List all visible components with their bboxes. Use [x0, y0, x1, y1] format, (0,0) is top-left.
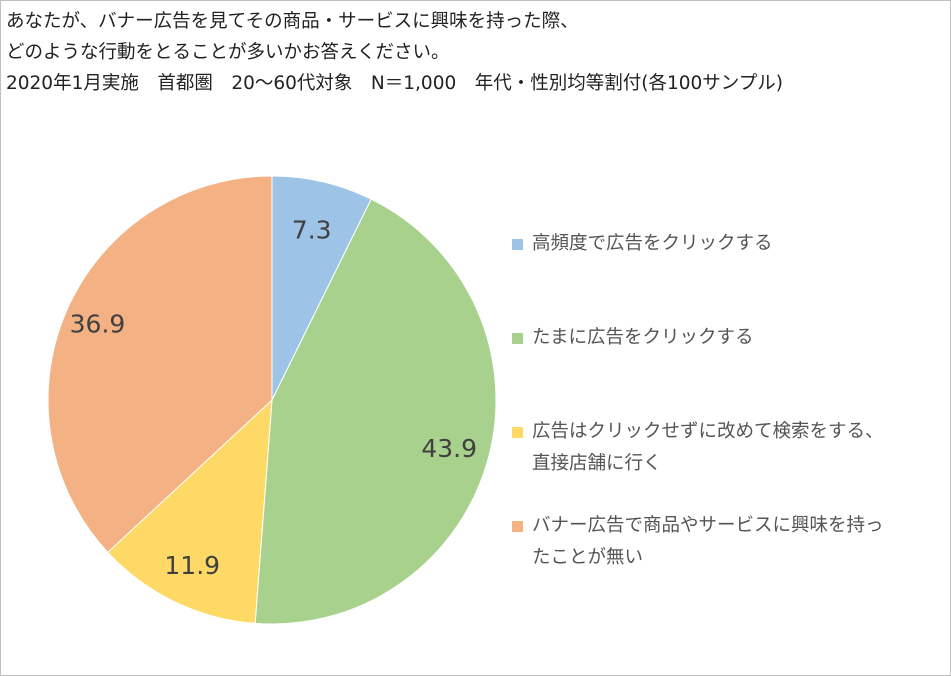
pie-data-labels: 7.3 43.9 11.9 36.9	[70, 215, 477, 580]
survey-info-line: 2020年1月実施 首都圏 20〜60代対象 N＝1,000 年代・性別均等割付…	[6, 73, 783, 94]
data-label-occasional: 43.9	[421, 434, 477, 463]
legend-item-search-or-store: 広告はクリックせずに改めて検索をする、 直接店舗に行く	[512, 416, 942, 480]
pie-slice-occasional	[254, 198, 497, 625]
legend-label-line: 広告はクリックせずに改めて検索をする、	[532, 421, 884, 442]
legend-swatch	[512, 333, 523, 344]
data-label-high-frequency: 7.3	[292, 215, 332, 244]
legend-item-occasional: たまに広告をクリックする	[512, 322, 942, 354]
legend-label-line: たまに広告をクリックする	[532, 327, 754, 348]
pie-slice-never-interested	[47, 175, 273, 554]
pie-slice-search-or-store	[107, 398, 273, 624]
legend-swatch	[512, 427, 523, 438]
legend-label-line: たことが無い	[532, 547, 644, 568]
legend-swatch	[512, 521, 523, 532]
legend-label-line: 高頻度で広告をクリックする	[532, 233, 773, 254]
legend-swatch	[512, 239, 523, 250]
chart-header: あなたが、バナー広告を見てその商品・サービスに興味を持った際、 どのような行動を…	[6, 6, 783, 99]
question-line-1: あなたが、バナー広告を見てその商品・サービスに興味を持った際、	[6, 11, 579, 32]
legend-item-high-frequency: 高頻度で広告をクリックする	[512, 228, 942, 260]
legend-item-never-interested: バナー広告で商品やサービスに興味を持っ たことが無い	[512, 510, 942, 574]
data-label-never-interested: 36.9	[70, 309, 126, 338]
data-label-search-or-store: 11.9	[164, 551, 220, 580]
question-line-2: どのような行動をとることが多いかお答えください。	[6, 42, 450, 63]
legend-label-line: バナー広告で商品やサービスに興味を持っ	[532, 515, 884, 536]
legend-label-line: 直接店舗に行く	[532, 453, 662, 474]
pie-slice-high-frequency	[271, 175, 372, 401]
pie-slices	[47, 175, 497, 625]
